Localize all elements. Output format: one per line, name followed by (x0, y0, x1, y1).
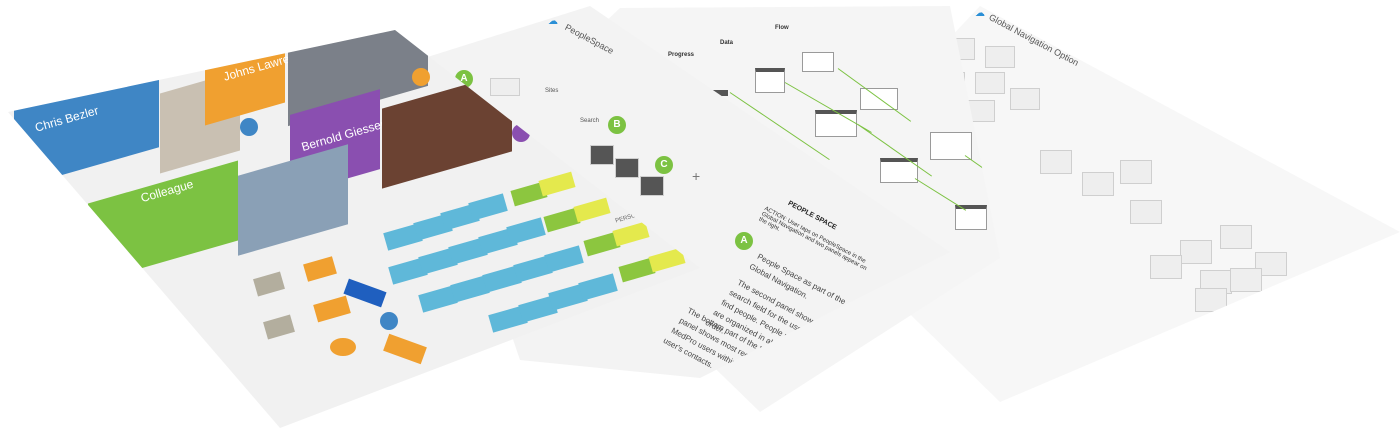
tile-badge (412, 68, 430, 86)
column-progress: Progress (668, 52, 695, 58)
screen-box (755, 68, 785, 93)
flow-node (330, 338, 356, 356)
wire-box (1010, 88, 1040, 110)
person-icon (590, 145, 614, 165)
tile-photo (238, 144, 348, 256)
people-space-title: PeopleSpace (563, 22, 616, 56)
column-data: Data (720, 40, 734, 46)
nav-search: Search (580, 118, 600, 124)
screen-box (955, 205, 987, 230)
wire-box (1130, 200, 1162, 224)
step-badge-d: A (735, 232, 753, 250)
sticky-note (573, 197, 611, 223)
flow-node (380, 312, 398, 330)
column-flow: Flow (775, 25, 789, 31)
tile-badge (240, 118, 258, 136)
sticky-note (468, 193, 508, 221)
flow-node (263, 314, 295, 340)
flow-node (383, 333, 427, 365)
wire-box (1082, 172, 1114, 196)
wire-box (1120, 160, 1152, 184)
sticky-note (506, 217, 546, 245)
sticky-note (538, 171, 576, 197)
wire-box (1040, 150, 1072, 174)
nav-item (490, 78, 520, 96)
screen-box (802, 52, 834, 72)
person-icon (615, 158, 639, 178)
wire-box (985, 46, 1015, 68)
wire-box (1195, 288, 1227, 312)
person-icon (640, 176, 664, 196)
flow-line (914, 178, 967, 211)
flow-node (253, 271, 285, 297)
sticky-note (578, 273, 618, 301)
sticky-note (544, 245, 584, 273)
flow-node (313, 295, 351, 323)
progress-marker (712, 90, 728, 96)
flow-node (343, 278, 387, 308)
step-badge-c: C (655, 156, 673, 174)
plus-icon: + (692, 168, 701, 184)
tile-green[interactable] (88, 160, 238, 284)
cloud-logo-icon: ☁ (548, 16, 558, 27)
cloud-logo-icon: ☁ (975, 8, 985, 19)
wire-box (1150, 255, 1182, 279)
wire-box (975, 72, 1005, 94)
nav-sites: Sites (545, 88, 559, 94)
wire-box (1230, 268, 1262, 292)
flow-node (303, 256, 337, 282)
wire-box (1180, 240, 1212, 264)
step-badge-b: B (608, 116, 626, 134)
wire-box (1220, 225, 1252, 249)
sticky-note (612, 221, 650, 247)
screen-box (815, 110, 857, 137)
